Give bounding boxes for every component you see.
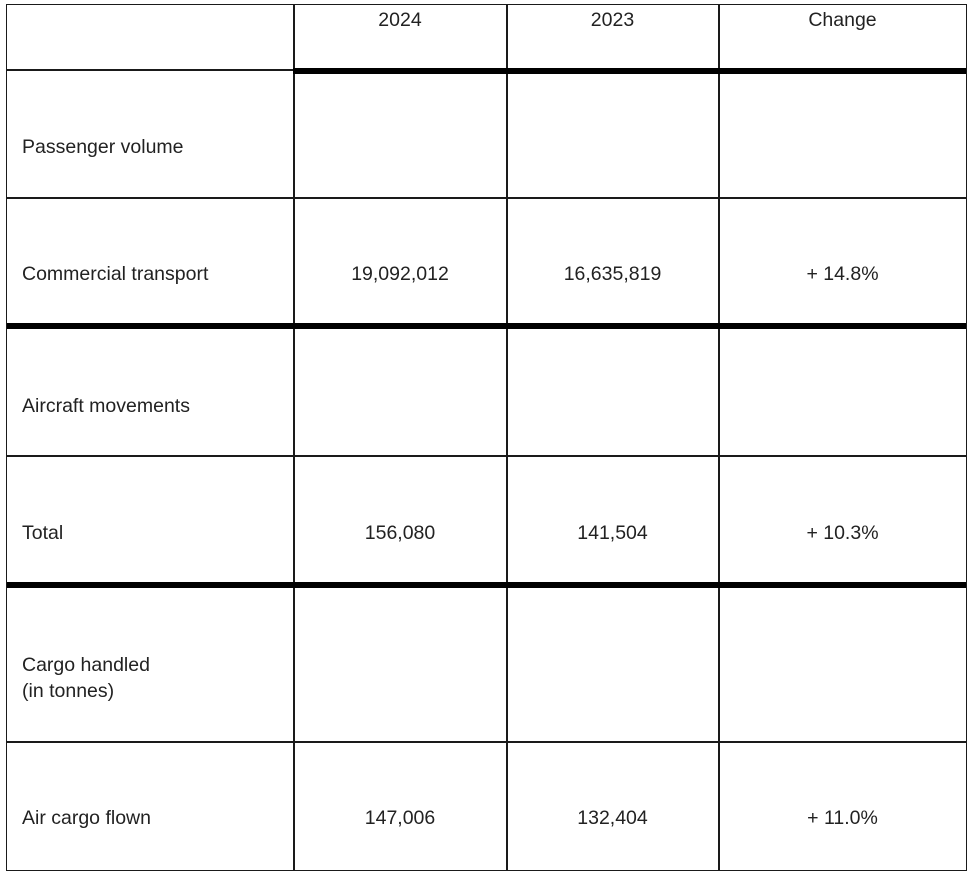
column-divider (506, 5, 508, 870)
header-2023: 2023 (590, 9, 635, 31)
row-label-cargo-unit: (in tonnes) (22, 680, 115, 702)
value-2023-air-cargo: 132,404 (577, 807, 648, 829)
data-table: 2024 2023 Change Passenger volume Commer… (6, 4, 967, 871)
header-separator (293, 68, 966, 74)
change-total: + 10.3% (806, 522, 879, 544)
row-label-total: Total (22, 522, 64, 544)
row-label-passenger-volume: Passenger volume (22, 136, 184, 158)
value-2023-commercial-transport: 16,635,819 (563, 263, 662, 285)
column-divider (293, 5, 295, 870)
row-divider (7, 69, 293, 71)
row-divider (7, 741, 966, 743)
row-label-aircraft-movements: Aircraft movements (22, 395, 190, 417)
section-separator (7, 323, 966, 329)
header-change: Change (808, 9, 877, 31)
value-2024-air-cargo: 147,006 (364, 807, 436, 829)
section-separator (7, 582, 966, 588)
change-air-cargo: + 11.0% (807, 807, 878, 829)
row-label-commercial-transport: Commercial transport (22, 263, 209, 285)
change-commercial-transport: + 14.8% (806, 263, 879, 285)
value-2023-total: 141,504 (577, 522, 648, 544)
row-divider (7, 197, 966, 199)
row-label-cargo-handled: Cargo handled (22, 654, 150, 676)
row-divider (7, 455, 966, 457)
row-label-air-cargo-flown: Air cargo flown (22, 807, 151, 829)
column-divider (718, 5, 720, 870)
value-2024-total: 156,080 (364, 522, 436, 544)
value-2024-commercial-transport: 19,092,012 (351, 263, 449, 285)
header-2024: 2024 (378, 9, 422, 31)
